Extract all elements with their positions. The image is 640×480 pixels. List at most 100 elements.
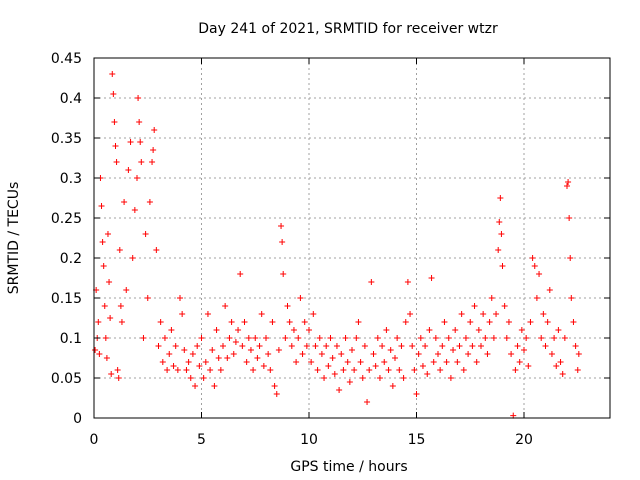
data-point	[295, 335, 302, 341]
data-point	[372, 363, 379, 369]
data-point	[164, 367, 171, 373]
data-point	[564, 183, 570, 189]
data-point	[465, 351, 472, 357]
data-point	[112, 143, 119, 149]
data-point	[123, 287, 130, 293]
data-point	[419, 363, 426, 369]
data-point	[392, 355, 398, 361]
data-point	[475, 327, 482, 333]
data-point	[344, 359, 351, 365]
data-point	[166, 351, 173, 357]
data-point	[303, 343, 310, 349]
data-point	[368, 279, 375, 285]
data-point	[207, 367, 214, 373]
data-point	[496, 219, 503, 225]
data-point	[314, 367, 321, 373]
data-point	[187, 375, 194, 381]
data-point	[98, 203, 105, 209]
data-point	[450, 347, 457, 353]
data-point	[498, 231, 505, 237]
data-point	[482, 335, 489, 341]
data-point	[357, 359, 364, 365]
data-point	[490, 335, 497, 341]
data-point	[243, 359, 250, 365]
data-point	[250, 367, 257, 373]
grid-lines	[94, 58, 610, 418]
chart-title: Day 241 of 2021, SRMTID for receiver wtz…	[198, 21, 498, 37]
data-point	[189, 351, 196, 357]
data-point	[523, 335, 530, 341]
data-point	[327, 335, 334, 341]
data-point	[103, 355, 110, 361]
data-point	[493, 311, 500, 317]
data-point	[333, 343, 340, 349]
data-point	[144, 295, 151, 301]
data-point	[480, 311, 487, 317]
data-point	[413, 391, 420, 397]
y-tick-label: 0.35	[51, 131, 82, 147]
data-point	[213, 327, 220, 333]
data-point	[149, 159, 156, 165]
data-point	[174, 367, 181, 373]
data-point	[153, 247, 160, 253]
data-point	[297, 295, 304, 301]
data-point	[271, 383, 278, 389]
data-point	[525, 363, 532, 369]
data-point	[398, 343, 405, 349]
data-point	[329, 355, 336, 361]
data-point	[118, 319, 125, 325]
data-point	[396, 367, 403, 373]
data-point	[447, 375, 454, 381]
data-point	[407, 311, 414, 317]
data-point	[505, 319, 512, 325]
data-point	[469, 343, 476, 349]
data-point	[488, 295, 495, 301]
data-point	[342, 335, 349, 341]
data-point	[508, 351, 515, 357]
data-point	[254, 355, 261, 361]
data-point	[306, 327, 312, 333]
x-tick-label: 20	[515, 432, 533, 448]
data-point	[273, 391, 280, 397]
data-point	[151, 127, 158, 133]
data-point	[349, 347, 355, 353]
data-point	[351, 367, 358, 373]
data-point	[308, 359, 315, 365]
data-point	[529, 255, 536, 261]
data-point	[196, 363, 203, 369]
data-point	[235, 327, 242, 333]
data-point	[338, 351, 345, 357]
data-point	[159, 359, 166, 365]
data-point	[435, 351, 441, 357]
data-point	[331, 371, 338, 377]
data-point	[310, 311, 317, 317]
data-point	[538, 335, 545, 341]
y-tick-label: 0.15	[51, 291, 82, 307]
data-point	[140, 335, 147, 341]
data-point	[125, 167, 132, 173]
data-point	[527, 319, 534, 325]
data-point	[376, 375, 383, 381]
data-point	[172, 343, 179, 349]
data-point	[486, 319, 493, 325]
data-point	[565, 179, 572, 185]
data-point	[131, 207, 138, 213]
data-point	[462, 335, 469, 341]
data-point	[499, 263, 506, 269]
data-point	[370, 351, 377, 357]
data-point	[540, 311, 547, 317]
data-point	[121, 199, 128, 205]
data-point	[323, 343, 330, 349]
data-point	[110, 91, 117, 97]
data-point	[260, 363, 267, 369]
data-point	[237, 271, 244, 277]
data-point	[109, 71, 116, 77]
data-point	[115, 375, 122, 381]
data-point	[96, 351, 103, 357]
data-point	[179, 311, 186, 317]
plot-frame	[93, 57, 611, 419]
x-axis-label: GPS time / hours	[290, 459, 407, 475]
data-point	[439, 343, 446, 349]
y-tick-label: 0.3	[60, 171, 82, 187]
data-point	[129, 255, 136, 261]
